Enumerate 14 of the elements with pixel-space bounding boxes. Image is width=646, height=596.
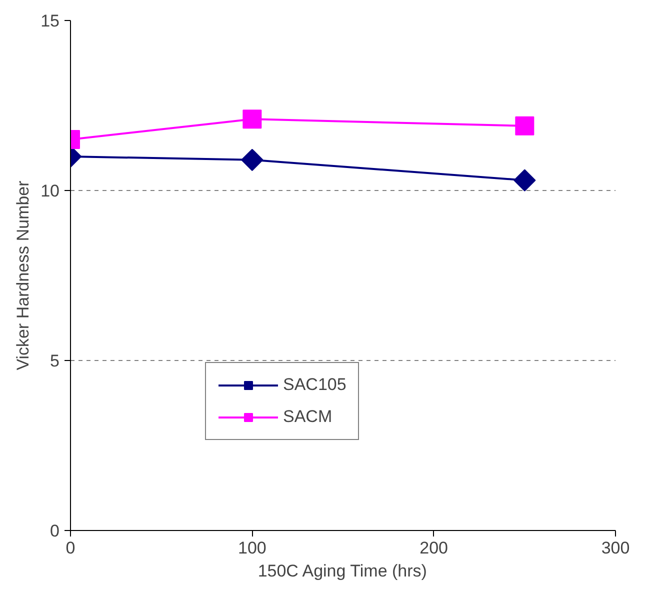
point — [515, 116, 534, 136]
x-axis-title: 150C Aging Time (hrs) — [258, 562, 427, 580]
y-tick-label: 5 — [50, 352, 60, 370]
x-tick-label: 300 — [601, 538, 630, 558]
x-tick-label: 100 — [238, 538, 266, 558]
legend-label: SAC105 — [283, 375, 346, 395]
y-tick-label: 10 — [40, 182, 60, 200]
x-tick-label: 200 — [420, 538, 448, 558]
x-tick-label: 0 — [66, 538, 76, 558]
point — [514, 169, 536, 192]
y-tick-label: 15 — [40, 12, 60, 30]
legend-label: SACM — [283, 407, 332, 427]
y-axis-title: Vicker Hardness Number — [14, 180, 33, 370]
y-tick-label: 0 — [50, 522, 60, 540]
